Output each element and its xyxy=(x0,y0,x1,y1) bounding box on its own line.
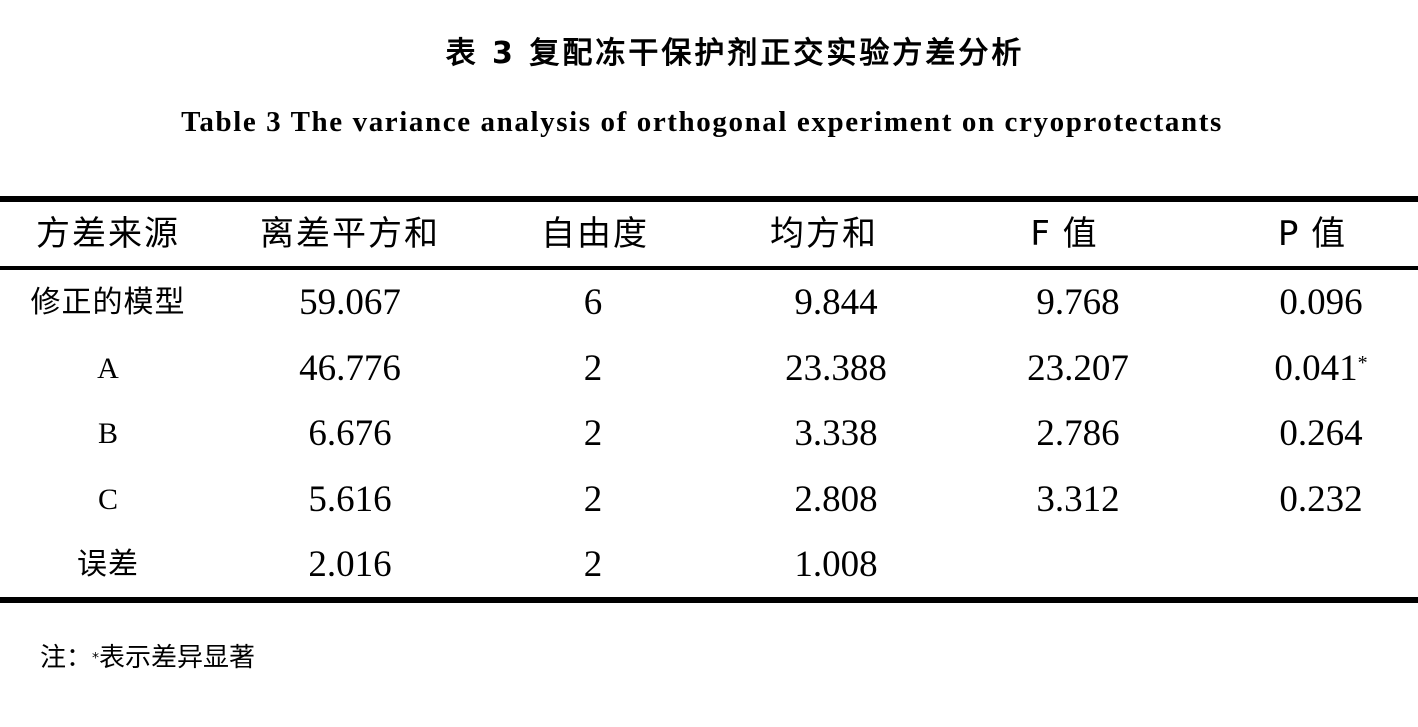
table-footnote: 注：*表示差异显著 xyxy=(40,640,255,677)
table-title-en: Table 3 The variance analysis of orthogo… xyxy=(181,106,1223,138)
table-top-rule xyxy=(0,196,1418,202)
table-title-cn: 表 3 复配冻干保护剂正交实验方差分析 xyxy=(445,36,1025,71)
footnote-text: 表示差异显著 xyxy=(99,643,256,673)
footnote-prefix: 注： xyxy=(40,643,93,673)
row-c-ss: 5.616 xyxy=(308,479,392,520)
row-c-ms: 2.808 xyxy=(794,479,878,520)
row-error-f xyxy=(978,540,1178,590)
row-error-source: 误差 xyxy=(77,547,139,582)
row-a-p-value: 0.041 xyxy=(1274,348,1358,389)
row-c-p: 0.232 xyxy=(1279,479,1363,520)
row-error-ms: 1.008 xyxy=(794,544,878,585)
row-b-p: 0.264 xyxy=(1279,413,1363,454)
row-model-ms: 9.844 xyxy=(794,282,878,323)
row-c-source: C xyxy=(97,483,118,516)
header-degrees-of-freedom: 自由度 xyxy=(541,214,649,254)
header-source: 方差来源 xyxy=(36,214,180,254)
row-model-f: 9.768 xyxy=(1036,282,1120,323)
header-mean-square: 均方和 xyxy=(770,214,878,254)
footnote-marker: * xyxy=(92,650,100,667)
row-c-df: 2 xyxy=(583,479,603,520)
row-b-source: B xyxy=(97,417,118,450)
row-b-df: 2 xyxy=(583,413,603,454)
header-f-value: F 值 xyxy=(1030,214,1098,254)
row-a-ss: 46.776 xyxy=(299,348,401,389)
significance-marker: * xyxy=(1357,352,1368,374)
row-a-source: A xyxy=(97,352,119,385)
row-a-f: 23.207 xyxy=(1027,348,1129,389)
row-error-ss: 2.016 xyxy=(308,544,392,585)
row-a-df: 2 xyxy=(583,348,603,389)
row-a-ms: 23.388 xyxy=(785,348,887,389)
row-b-ss: 6.676 xyxy=(308,413,392,454)
row-a-p: 0.041* xyxy=(1221,344,1418,394)
header-p-value: P 值 xyxy=(1277,214,1347,254)
row-b-ms: 3.338 xyxy=(794,413,878,454)
row-model-ss: 59.067 xyxy=(299,282,401,323)
row-model-p: 0.096 xyxy=(1279,282,1363,323)
table-bottom-rule xyxy=(0,597,1418,603)
header-sum-of-squares: 离差平方和 xyxy=(260,214,440,254)
row-model-df: 6 xyxy=(583,282,603,323)
table-header-rule xyxy=(0,266,1418,270)
row-model-source: 修正的模型 xyxy=(30,285,186,320)
row-c-f: 3.312 xyxy=(1036,479,1120,520)
row-b-f: 2.786 xyxy=(1036,413,1120,454)
row-error-df: 2 xyxy=(583,544,603,585)
row-error-p xyxy=(1221,540,1418,590)
